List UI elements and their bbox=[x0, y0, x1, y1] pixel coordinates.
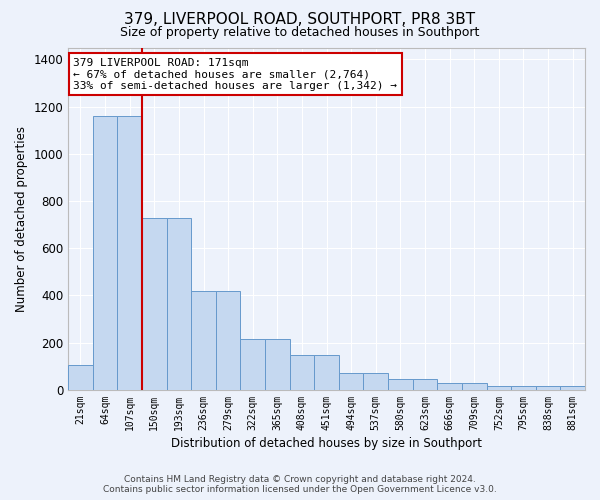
Bar bbox=[536, 386, 560, 390]
Bar bbox=[142, 218, 167, 390]
Bar bbox=[560, 386, 585, 390]
Bar bbox=[191, 291, 216, 390]
Text: 379 LIVERPOOL ROAD: 171sqm
← 67% of detached houses are smaller (2,764)
33% of s: 379 LIVERPOOL ROAD: 171sqm ← 67% of deta… bbox=[73, 58, 397, 91]
Bar bbox=[462, 383, 487, 390]
Bar bbox=[216, 291, 241, 390]
Bar bbox=[93, 116, 118, 390]
Text: Contains HM Land Registry data © Crown copyright and database right 2024.
Contai: Contains HM Land Registry data © Crown c… bbox=[103, 474, 497, 494]
Bar bbox=[314, 354, 339, 390]
Bar bbox=[241, 339, 265, 390]
Bar bbox=[265, 339, 290, 390]
Bar bbox=[339, 373, 364, 390]
Bar bbox=[118, 116, 142, 390]
Bar bbox=[364, 373, 388, 390]
X-axis label: Distribution of detached houses by size in Southport: Distribution of detached houses by size … bbox=[171, 437, 482, 450]
Bar bbox=[388, 378, 413, 390]
Bar bbox=[68, 364, 93, 390]
Bar bbox=[167, 218, 191, 390]
Bar bbox=[437, 383, 462, 390]
Bar bbox=[487, 386, 511, 390]
Bar bbox=[413, 378, 437, 390]
Text: 379, LIVERPOOL ROAD, SOUTHPORT, PR8 3BT: 379, LIVERPOOL ROAD, SOUTHPORT, PR8 3BT bbox=[124, 12, 476, 28]
Text: Size of property relative to detached houses in Southport: Size of property relative to detached ho… bbox=[121, 26, 479, 39]
Bar bbox=[290, 354, 314, 390]
Y-axis label: Number of detached properties: Number of detached properties bbox=[15, 126, 28, 312]
Bar bbox=[511, 386, 536, 390]
